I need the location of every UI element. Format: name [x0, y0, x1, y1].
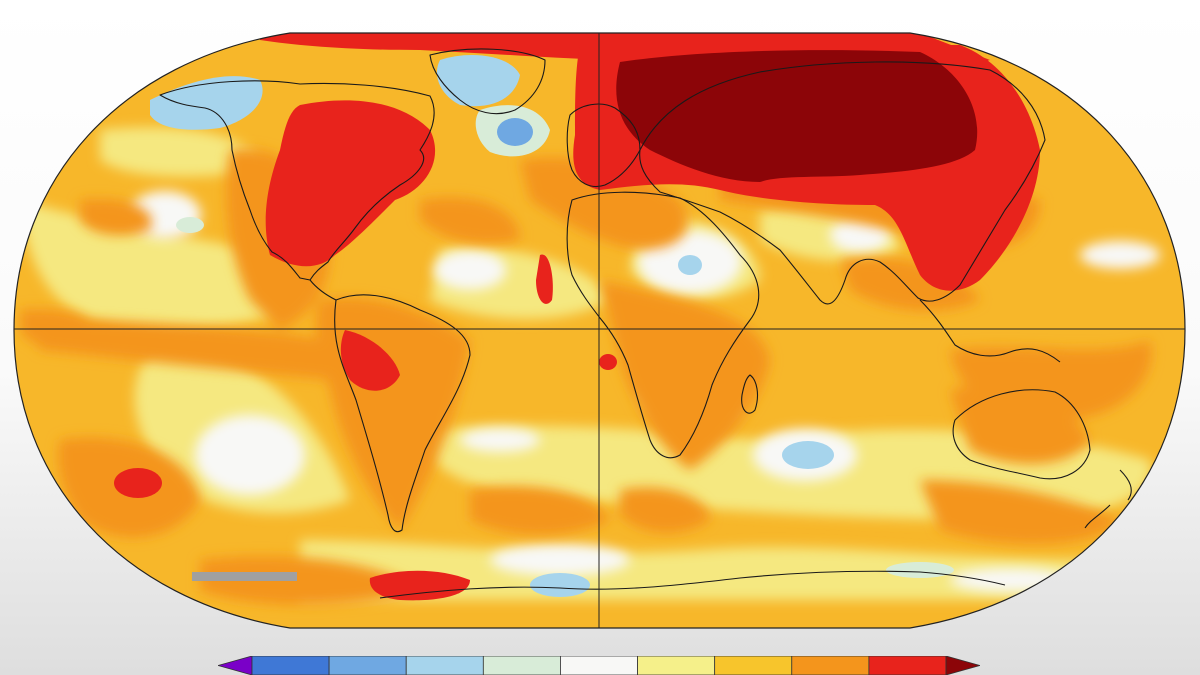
antarctica-outline	[379, 570, 1006, 599]
graticule	[14, 33, 1185, 628]
legend-swatch-dark-red	[945, 656, 980, 675]
africa-hot-spot	[599, 354, 617, 370]
legend-swatch-pale-yellow	[637, 656, 716, 675]
madagascar-outline	[741, 374, 759, 414]
indian-ocean-cool	[782, 441, 834, 469]
sahara-cool	[678, 255, 702, 275]
new-zealand-outline	[1084, 469, 1132, 529]
north-america-hot	[265, 100, 436, 267]
australia-outline	[952, 389, 1091, 480]
warm-orange-zones	[20, 148, 1152, 605]
antarctic-cool-2	[886, 562, 954, 578]
legend-swatch-light-blue	[405, 656, 484, 675]
atlantic-hot-strip	[536, 254, 553, 304]
southeast-asia-outline	[919, 299, 1061, 363]
south-america-hot	[340, 330, 400, 391]
legend-swatch-yellow	[714, 656, 793, 675]
central-america-outline	[309, 279, 337, 301]
south-america-outline	[334, 294, 471, 533]
temperature-anomaly-map	[13, 32, 1186, 629]
antarctic-cool-1	[530, 573, 590, 597]
atlantic-cool-core	[497, 118, 533, 146]
color-scale-legend	[218, 656, 980, 675]
asia-outline	[639, 61, 1046, 305]
legend-swatch-purple	[218, 656, 253, 675]
greenland-cool	[436, 55, 520, 107]
legend-swatch-dark-blue	[251, 656, 330, 675]
anomaly-field	[14, 33, 1185, 628]
pacific-cool	[176, 217, 204, 233]
legend-swatch-blue	[328, 656, 407, 675]
greenland-outline	[429, 48, 546, 115]
north-america-outline	[159, 80, 435, 281]
legend-swatch-white	[560, 656, 638, 675]
legend-swatch-orange	[791, 656, 870, 675]
africa-outline	[566, 191, 760, 459]
legend-swatch-red	[868, 656, 947, 675]
legend-swatch-pale-green	[482, 656, 561, 675]
pacific-hot-spot	[114, 468, 162, 498]
europe-outline	[566, 103, 641, 188]
no-data-strip	[192, 572, 297, 581]
coastlines	[159, 48, 1132, 599]
globe-outline	[13, 32, 1186, 629]
southern-ocean-hot	[369, 570, 470, 601]
siberia-extreme-hot	[616, 50, 978, 182]
